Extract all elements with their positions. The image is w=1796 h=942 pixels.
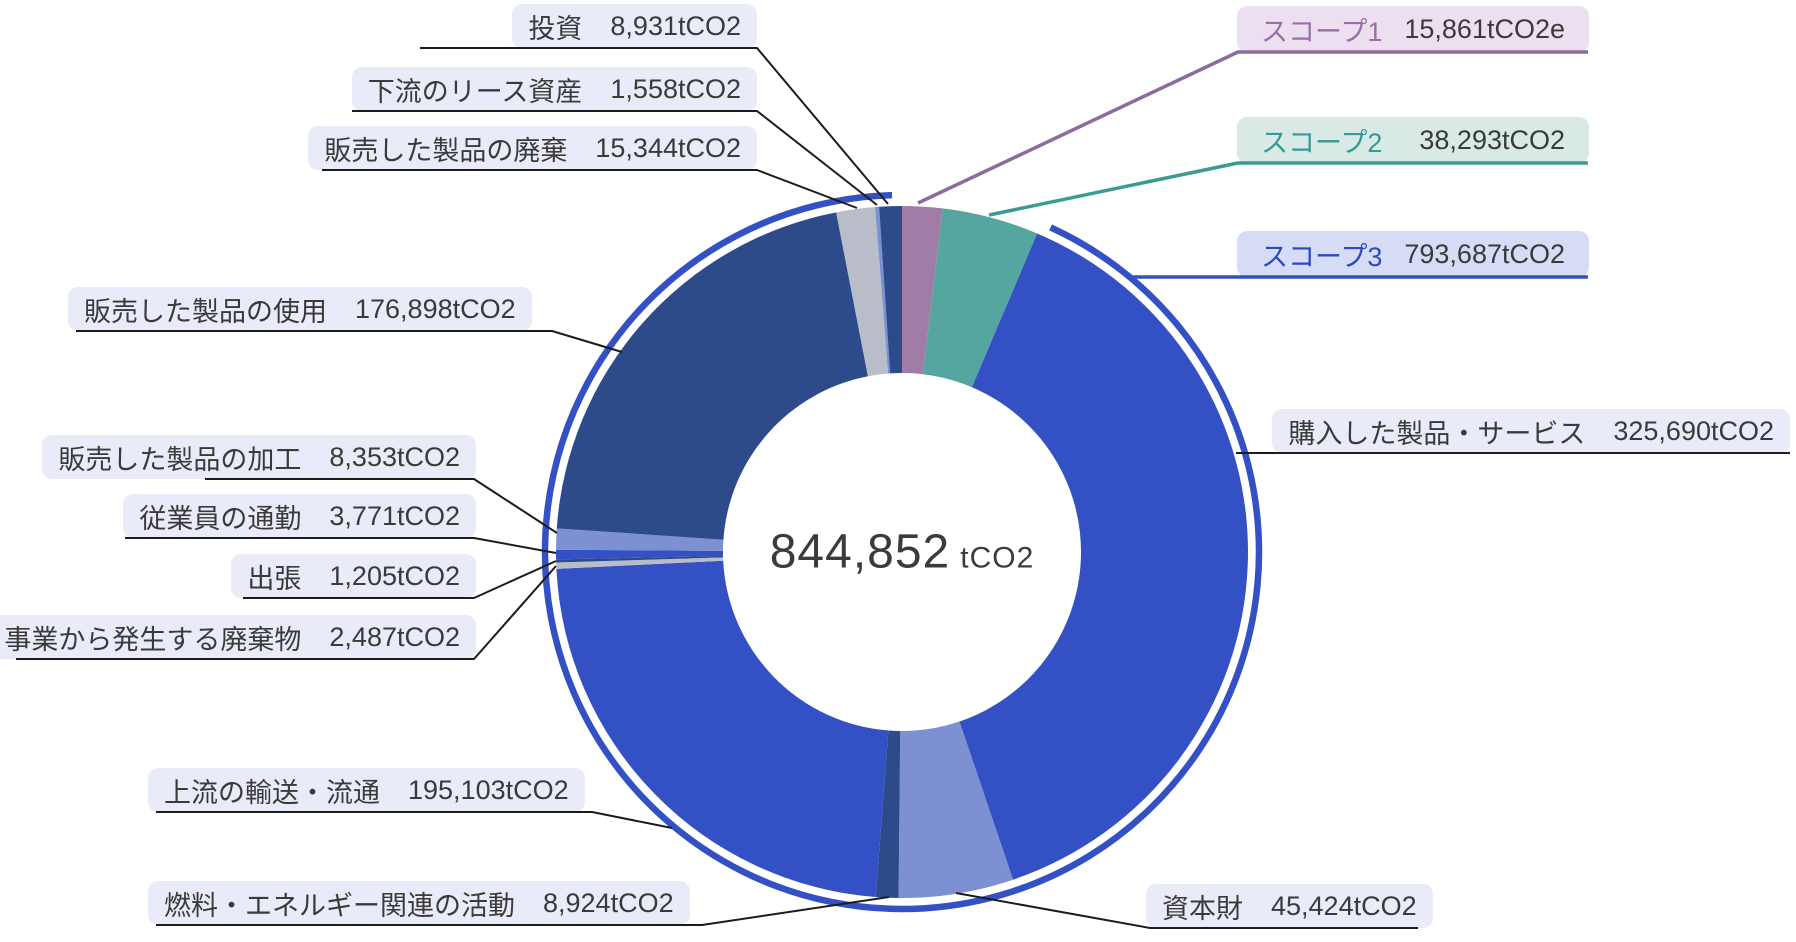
callout-value: 45,424tCO2: [1271, 890, 1417, 921]
scope3-label: スコープ3: [1261, 241, 1383, 272]
donut-segment-上流の輸送・流通: [556, 560, 889, 897]
scope1-value: 15,861tCO2e: [1404, 13, 1565, 44]
donut-segment-下流のリース資産: [875, 206, 891, 374]
callout-value: 1,558tCO2: [610, 73, 741, 104]
callout-processing-of-sold-products: 販売した製品の加工 8,353tCO2: [42, 435, 476, 479]
callout-label: 販売した製品の廃棄: [324, 135, 568, 166]
callout-value: 195,103tCO2: [408, 774, 569, 805]
callout-value: 8,931tCO2: [610, 10, 741, 41]
callout-end-of-life-sold-products: 販売した製品の廃棄 15,344tCO2: [308, 126, 757, 170]
callout-use-of-sold-products: 販売した製品の使用 176,898tCO2: [68, 287, 532, 331]
callout-label: 出張: [247, 563, 302, 594]
callout-value: 8,924tCO2: [543, 887, 674, 918]
callout-label: 下流のリース資産: [367, 76, 583, 107]
donut-segment-燃料・エネルギー関連の活動: [875, 730, 901, 898]
donut-segment-販売した製品の加工: [556, 528, 724, 551]
callout-value: 1,205tCO2: [329, 560, 460, 591]
callout-label: 販売した製品の加工: [58, 444, 302, 475]
donut-segment-販売した製品の使用: [556, 212, 868, 540]
total-emissions-unit: tCO2: [960, 541, 1035, 575]
callout-label: 投資: [528, 13, 583, 44]
donut-segment-販売した製品の廃棄: [836, 207, 889, 377]
donut-segment-資本財: [898, 721, 1014, 899]
total-emissions-value: 844,852: [769, 525, 951, 579]
callout-label: 従業員の通勤: [139, 503, 302, 534]
callout-value: 8,353tCO2: [329, 441, 460, 472]
callout-scope3: スコープ3 793,687tCO2: [1237, 231, 1589, 277]
callout-waste-from-operations: 事業から発生する廃棄物 2,487tCO2: [0, 615, 476, 659]
callout-label: 購入した製品・サービス: [1288, 418, 1586, 449]
callout-purchased-goods-services: 購入した製品・サービス 325,690tCO2: [1272, 409, 1790, 453]
callout-value: 325,690tCO2: [1613, 415, 1774, 446]
callout-upstream-transport-distribution: 上流の輸送・流通 195,103tCO2: [148, 768, 585, 812]
callout-downstream-leased-assets: 下流のリース資産 1,558tCO2: [351, 67, 757, 111]
total-emissions: 844,852 tCO2: [770, 525, 1035, 580]
callout-value: 3,771tCO2: [329, 500, 460, 531]
callout-capital-goods: 資本財 45,424tCO2: [1146, 884, 1433, 928]
scope3-value: 793,687tCO2: [1404, 238, 1565, 269]
donut-segment-出張: [556, 555, 724, 563]
donut-segment-購入した製品・サービス: [959, 233, 1248, 880]
callout-label: 事業から発生する廃棄物: [4, 624, 302, 655]
scope1-label: スコープ1: [1261, 16, 1383, 47]
donut-segment-投資: [879, 206, 902, 374]
callout-scope2: スコープ2 38,293tCO2: [1237, 117, 1589, 163]
callout-label: 上流の輸送・流通: [164, 777, 380, 808]
callout-label: 燃料・エネルギー関連の活動: [164, 890, 515, 921]
callout-employee-commuting: 従業員の通勤 3,771tCO2: [123, 494, 476, 538]
callout-label: 販売した製品の使用: [84, 296, 327, 327]
callout-value: 2,487tCO2: [329, 621, 460, 652]
callout-business-travel: 出張 1,205tCO2: [231, 554, 476, 598]
callout-scope1: スコープ1 15,861tCO2e: [1237, 6, 1589, 52]
callout-investments: 投資 8,931tCO2: [512, 4, 757, 48]
callout-value: 15,344tCO2: [595, 132, 741, 163]
donut-segment-事業から発生する廃棄物: [556, 557, 724, 569]
callout-fuel-energy-activities: 燃料・エネルギー関連の活動 8,924tCO2: [148, 881, 690, 925]
donut-segment-従業員の通勤: [556, 549, 724, 560]
callout-value: 176,898tCO2: [355, 293, 516, 324]
donut-segment-スコープ1: [902, 206, 943, 375]
callout-label: 資本財: [1162, 893, 1243, 924]
scope2-value: 38,293tCO2: [1419, 124, 1565, 155]
donut-segment-スコープ2: [922, 208, 1038, 388]
scope2-label: スコープ2: [1261, 127, 1383, 158]
